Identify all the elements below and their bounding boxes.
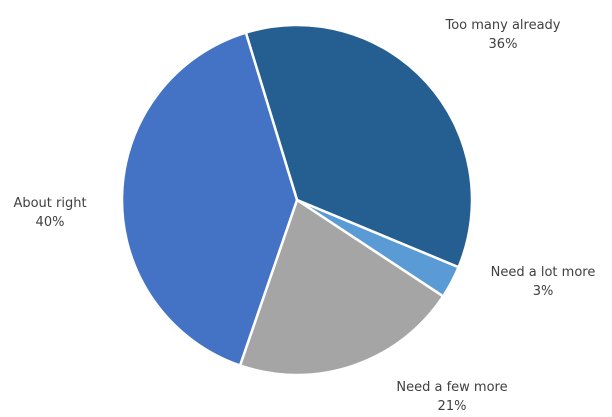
label-too-many-already-category: Too many already xyxy=(445,18,561,33)
pie-slice-about-right xyxy=(120,31,299,367)
label-about-right: About right 40% xyxy=(13,194,86,232)
label-about-right-value: 40% xyxy=(35,215,65,230)
label-about-right-category: About right xyxy=(13,196,87,211)
label-need-a-lot-more-category: Need a lot more xyxy=(490,265,596,280)
label-too-many-already: Too many already 36% xyxy=(445,16,560,54)
pie-slice-too-many-already xyxy=(244,23,474,269)
label-need-a-few-more-value: 21% xyxy=(437,399,467,414)
label-need-a-lot-more: Need a lot more 3% xyxy=(491,263,596,301)
pie-slice-need-a-few-more xyxy=(238,198,445,377)
label-need-a-lot-more-value: 3% xyxy=(532,284,554,299)
label-need-a-few-more-category: Need a few more xyxy=(396,380,508,395)
label-too-many-already-value: 36% xyxy=(488,37,518,52)
label-need-a-few-more: Need a few more 21% xyxy=(396,378,507,416)
